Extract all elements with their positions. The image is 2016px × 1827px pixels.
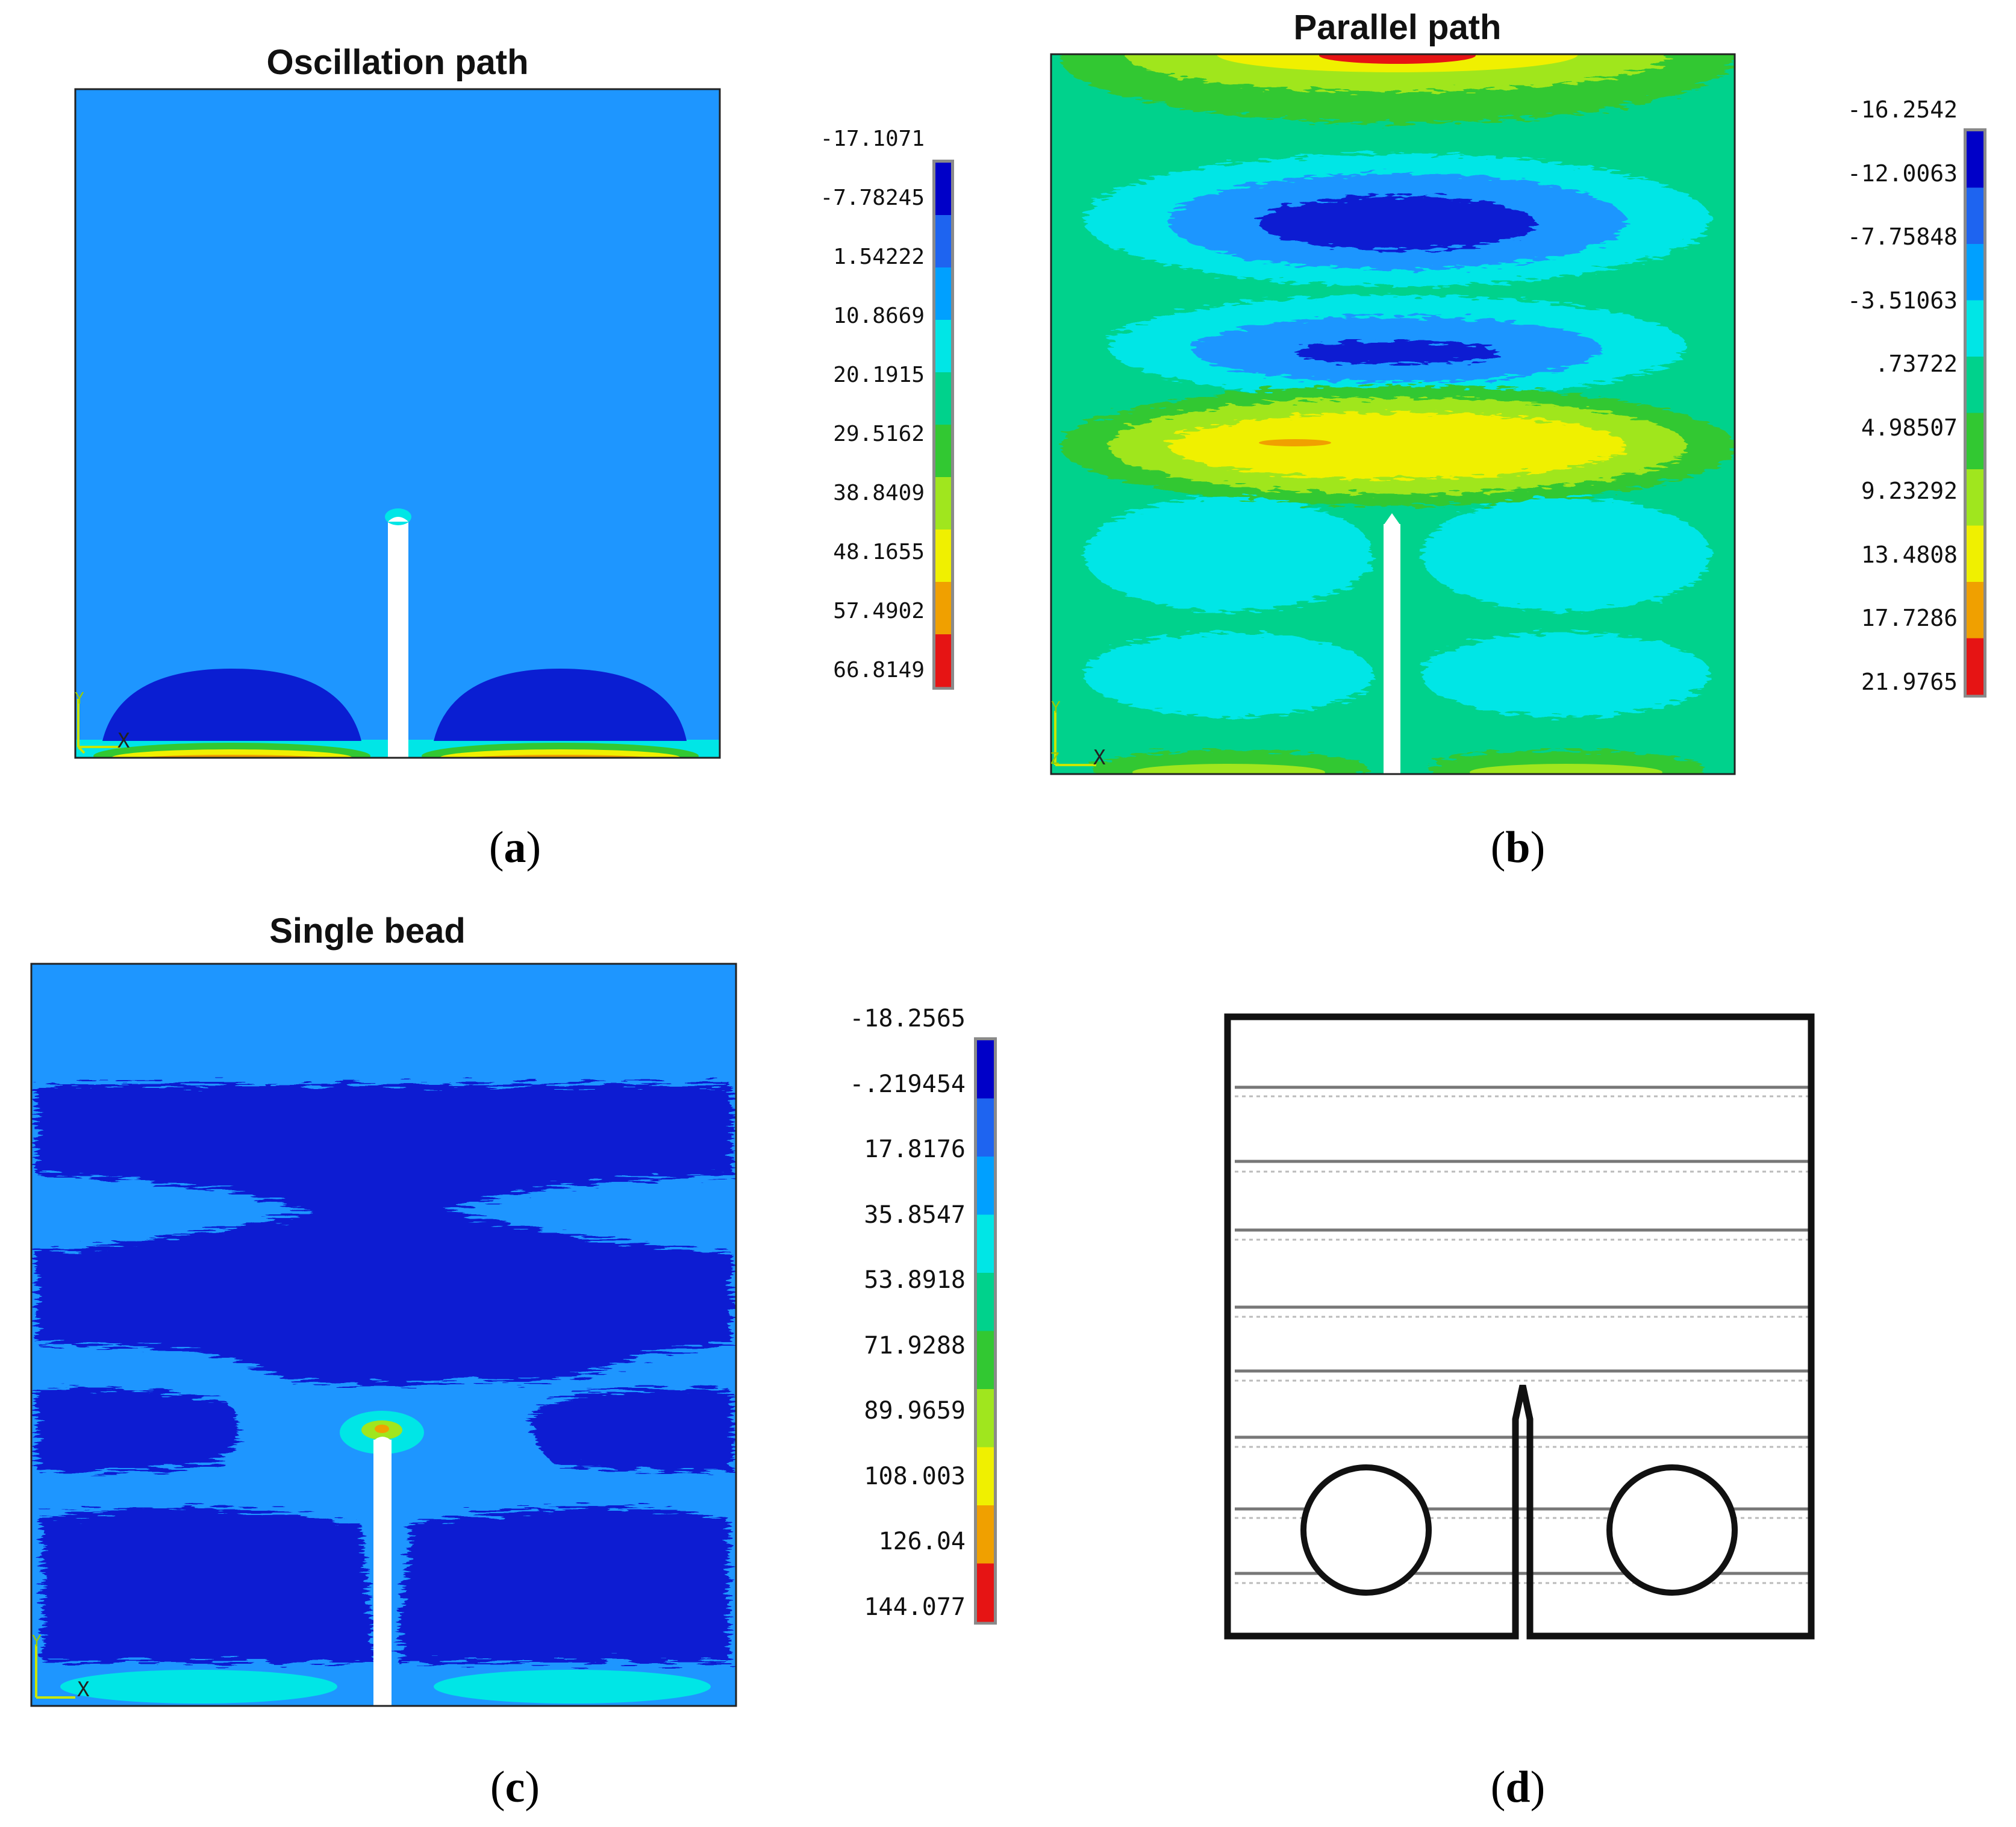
legend-value: 21.9765 [1861,668,1958,695]
legend-swatch [1967,413,1983,470]
legend-swatch [1967,131,1983,188]
legend-swatch [1967,638,1983,695]
legend-value: -17.1071 [820,126,925,151]
caption-b: (b) [1490,823,1546,872]
legend-value: -7.78245 [820,186,925,210]
legend-value: -7.75848 [1847,223,1958,250]
axis-triad-a [77,699,120,754]
legend-value: -12.0063 [1847,160,1958,187]
legend-swatch [935,425,951,478]
legend-swatch [977,1563,994,1622]
hole-left [1300,1464,1432,1596]
legend-bar-a [932,160,954,690]
legend-value: 71.9288 [864,1331,966,1360]
axis-triad-b [1054,711,1096,766]
legend-value: 10.8669 [833,304,925,328]
legend-swatch [935,267,951,320]
legend-value: 20.1915 [833,363,925,387]
legend-swatch [977,1157,994,1215]
legend-swatch [935,477,951,530]
legend-swatch [977,1389,994,1448]
legend-value: 17.8176 [864,1135,966,1163]
legend-swatch [935,163,951,216]
axis-y-label-a: Y [75,690,84,708]
legend-value: -3.51063 [1847,287,1958,314]
axis-y-label-c: Y [32,1632,42,1651]
panel-a-border [74,88,721,759]
legend-value: -.219454 [849,1070,966,1098]
legend-swatch [935,529,951,582]
panel-c-title: Single bead [269,911,466,951]
panel-c-contour-plot [31,964,736,1706]
legend-value: 38.8409 [833,481,925,505]
legend-swatch [1967,525,1983,582]
legend-swatch [977,1214,994,1273]
panel-a-title: Oscillation path [266,43,529,82]
panel-d-schematic [1224,1013,1815,1640]
caption-a: (a) [488,823,541,872]
legend-value: -18.2565 [849,1005,966,1032]
legend-swatch [1967,357,1983,413]
legend-swatch [1967,187,1983,245]
legend-swatch [977,1040,994,1099]
axis-x-label-b: X [1093,746,1106,770]
panel-c-border [30,963,737,1707]
axis-x-label-c: X [77,1678,90,1702]
axis-x-label-a: X [117,729,130,753]
legend-swatch [935,634,951,687]
legend-value: 1.54222 [833,245,925,269]
legend-value: 144.077 [864,1593,966,1621]
caption-d: (d) [1490,1763,1546,1812]
legend-swatch [935,320,951,373]
legend-value: 29.5162 [833,422,925,446]
legend-value: 9.23292 [1861,478,1958,504]
legend-bar-b [1964,128,1986,698]
legend-value: 35.8547 [864,1201,966,1229]
hole-right [1606,1464,1738,1596]
legend-swatch [977,1505,994,1564]
panel-b-contour-plot [1051,54,1735,774]
axis-z-label-b: Z [1050,750,1059,768]
caption-c: (c) [490,1763,540,1812]
legend-swatch [1967,244,1983,301]
legend-value: 57.4902 [833,599,925,623]
legend-value: -16.2542 [1847,96,1958,123]
panel-b-title: Parallel path [1293,8,1502,47]
legend-swatch [1967,582,1983,639]
legend-swatch [1967,469,1983,526]
legend-swatch [977,1331,994,1390]
axis-triad-c [35,1644,75,1699]
legend-value: 4.98507 [1861,414,1958,441]
legend-value: 66.8149 [833,658,925,682]
legend-value: .73722 [1874,351,1958,377]
legend-swatch [977,1098,994,1157]
legend-bar-c [974,1037,997,1625]
legend-swatch [1967,300,1983,357]
legend-value: 53.8918 [864,1266,966,1294]
legend-value: 13.4808 [1861,541,1958,568]
legend-value: 89.9659 [864,1397,966,1425]
panel-a-contour-plot [75,89,720,758]
legend-value: 17.7286 [1861,605,1958,631]
legend-swatch [977,1447,994,1506]
legend-swatch [935,372,951,425]
legend-value: 126.04 [878,1528,966,1555]
legend-swatch [935,582,951,635]
legend-swatch [977,1273,994,1331]
panel-b-border [1050,53,1736,775]
legend-value: 108.003 [864,1462,966,1490]
legend-swatch [935,215,951,268]
axis-y-label-b: Y [1051,699,1061,717]
legend-value: 48.1655 [833,540,925,564]
